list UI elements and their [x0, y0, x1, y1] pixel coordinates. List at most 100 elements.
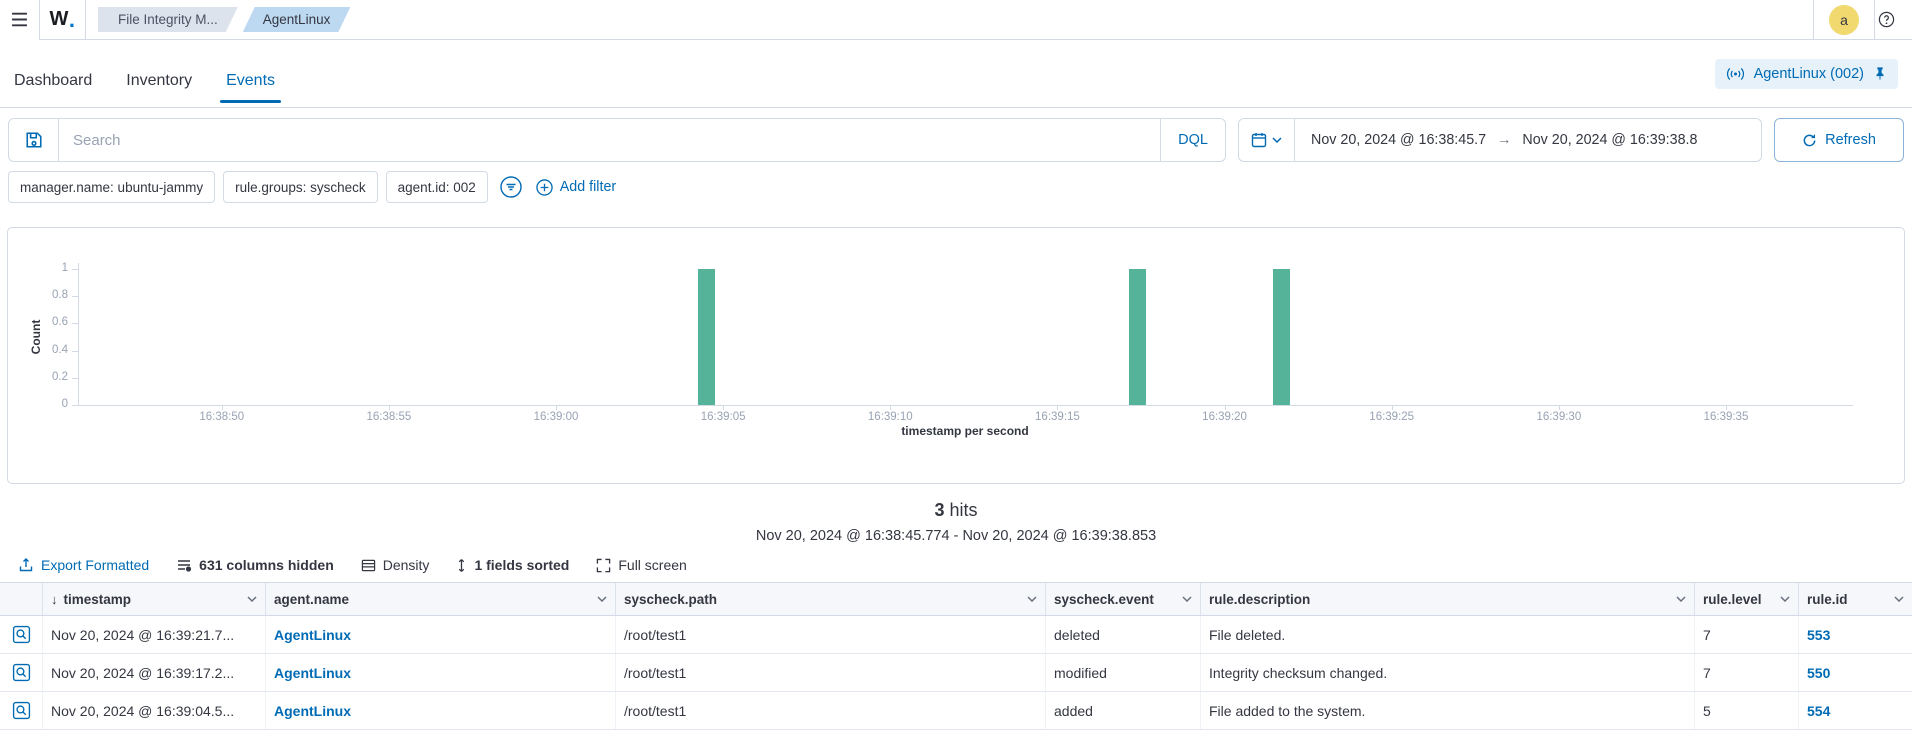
column-label: rule.description — [1209, 592, 1310, 607]
results-toolbar: Export Formatted 631 columns hidden Dens… — [18, 557, 1912, 573]
y-tick-mark — [72, 351, 78, 352]
menu-button[interactable] — [0, 0, 40, 40]
refresh-icon — [1802, 133, 1817, 148]
save-query-icon — [25, 131, 43, 149]
cell-rule-id: 550 — [1799, 654, 1912, 691]
filter-options-button[interactable] — [500, 176, 522, 198]
cell-rule-description: Integrity checksum changed. — [1201, 654, 1695, 691]
hits-count: 3 — [934, 500, 944, 520]
help-button[interactable] — [1878, 11, 1895, 28]
y-tick-label: 1 — [8, 262, 68, 274]
x-tick-label: 16:39:10 — [868, 411, 913, 423]
hits-time-range: Nov 20, 2024 @ 16:38:45.774 - Nov 20, 20… — [0, 528, 1912, 544]
column-label: syscheck.event — [1054, 592, 1154, 607]
tab-events[interactable]: Events — [226, 40, 275, 107]
agent-name-link[interactable]: AgentLinux — [274, 703, 351, 719]
tab-dashboard[interactable]: Dashboard — [14, 40, 92, 107]
search-input[interactable] — [59, 132, 1160, 149]
cell-rule-description: File added to the system. — [1201, 692, 1695, 729]
column-header-rule-description[interactable]: rule.description — [1201, 583, 1695, 615]
chevron-down-icon[interactable] — [1182, 596, 1192, 602]
tab-inventory[interactable]: Inventory — [126, 40, 192, 107]
cell-syscheck-event: modified — [1046, 654, 1201, 691]
column-header-agent-name[interactable]: agent.name — [266, 583, 616, 615]
fields-sorted-button[interactable]: 1 fields sorted — [456, 557, 569, 573]
density-button[interactable]: Density — [361, 557, 430, 573]
chevron-down-icon[interactable] — [1780, 596, 1790, 602]
y-tick-mark — [72, 405, 78, 406]
histogram-bar — [1129, 269, 1146, 405]
cell-rule-id: 554 — [1799, 692, 1912, 729]
y-tick-label: 0.4 — [8, 344, 68, 356]
cell-rule-level: 7 — [1695, 654, 1799, 691]
y-axis-line — [78, 263, 79, 405]
hits-label: hits — [950, 500, 978, 520]
date-range[interactable]: Nov 20, 2024 @ 16:38:45.7 → Nov 20, 2024… — [1295, 132, 1713, 148]
sort-desc-icon: ↓ — [51, 592, 58, 607]
column-header-syscheck-event[interactable]: syscheck.event — [1046, 583, 1201, 615]
inspect-document-icon — [12, 625, 31, 644]
columns-hidden-button[interactable]: 631 columns hidden — [176, 557, 334, 573]
cell-agent-name: AgentLinux — [266, 616, 616, 653]
fullscreen-label: Full screen — [618, 557, 686, 573]
column-header-rule-level[interactable]: rule.level — [1695, 583, 1799, 615]
expand-row-button[interactable] — [12, 625, 31, 644]
export-icon — [18, 557, 34, 573]
search-box: DQL — [8, 118, 1226, 162]
save-query-button[interactable] — [9, 119, 59, 161]
filter-pill[interactable]: agent.id: 002 — [386, 171, 488, 203]
hits-summary: 3 hits Nov 20, 2024 @ 16:38:45.774 - Nov… — [0, 500, 1912, 544]
column-header-rule-id[interactable]: rule.id — [1799, 583, 1912, 615]
chevron-down-icon[interactable] — [1027, 596, 1037, 602]
column-header-timestamp[interactable]: ↓ timestamp — [43, 583, 266, 615]
table-row: Nov 20, 2024 @ 16:39:17.2...AgentLinux/r… — [0, 654, 1912, 692]
date-from[interactable]: Nov 20, 2024 @ 16:38:45.7 — [1311, 132, 1486, 148]
rule-id-link[interactable]: 553 — [1807, 627, 1830, 643]
chevron-down-icon[interactable] — [1676, 596, 1686, 602]
refresh-button[interactable]: Refresh — [1774, 118, 1904, 162]
cell-agent-name: AgentLinux — [266, 654, 616, 691]
chevron-down-icon[interactable] — [247, 596, 257, 602]
breadcrumb: File Integrity M... AgentLinux — [98, 7, 350, 32]
nav-tabs: Dashboard Inventory Events — [14, 40, 275, 107]
header-right: a — [1813, 0, 1912, 39]
breadcrumb-tab-module[interactable]: File Integrity M... — [98, 7, 238, 32]
agent-name-link[interactable]: AgentLinux — [274, 665, 351, 681]
date-to[interactable]: Nov 20, 2024 @ 16:39:38.8 — [1522, 132, 1697, 148]
column-label: agent.name — [274, 592, 349, 607]
date-quick-select-button[interactable] — [1239, 119, 1295, 161]
column-header-syscheck-path[interactable]: syscheck.path — [616, 583, 1046, 615]
table-row: Nov 20, 2024 @ 16:39:21.7...AgentLinux/r… — [0, 616, 1912, 654]
expand-row-button[interactable] — [12, 701, 31, 720]
fullscreen-button[interactable]: Full screen — [596, 557, 686, 573]
pinned-agent-badge[interactable]: AgentLinux (002) — [1715, 59, 1898, 89]
chart-x-axis-title: timestamp per second — [901, 424, 1028, 438]
rule-id-link[interactable]: 550 — [1807, 665, 1830, 681]
add-filter-button[interactable]: Add filter — [536, 179, 616, 196]
cell-syscheck-path: /root/test1 — [616, 616, 1046, 653]
table-row: Nov 20, 2024 @ 16:39:04.5...AgentLinux/r… — [0, 692, 1912, 730]
logo-text: W — [49, 8, 68, 31]
export-formatted-button[interactable]: Export Formatted — [18, 557, 149, 573]
y-tick-mark — [72, 296, 78, 297]
y-tick-label: 0.8 — [8, 289, 68, 301]
cell-timestamp: Nov 20, 2024 @ 16:39:17.2... — [43, 654, 266, 691]
filter-pill[interactable]: rule.groups: syscheck — [223, 171, 378, 203]
app-logo[interactable]: W. — [40, 0, 86, 40]
rule-id-link[interactable]: 554 — [1807, 703, 1830, 719]
cell-rule-level: 7 — [1695, 616, 1799, 653]
breadcrumb-tab-agent[interactable]: AgentLinux — [243, 7, 351, 32]
filter-pill[interactable]: manager.name: ubuntu-jammy — [8, 171, 215, 203]
logo-dot: . — [69, 7, 76, 33]
chevron-down-icon — [1272, 137, 1282, 143]
avatar[interactable]: a — [1829, 5, 1859, 35]
query-language-button[interactable]: DQL — [1160, 119, 1225, 161]
agent-name-link[interactable]: AgentLinux — [274, 627, 351, 643]
density-icon — [361, 558, 376, 573]
column-label: rule.id — [1807, 592, 1848, 607]
pin-icon[interactable] — [1873, 66, 1887, 81]
x-tick-mark — [222, 405, 223, 410]
chevron-down-icon[interactable] — [597, 596, 607, 602]
expand-row-button[interactable] — [12, 663, 31, 682]
chevron-down-icon[interactable] — [1894, 596, 1904, 602]
